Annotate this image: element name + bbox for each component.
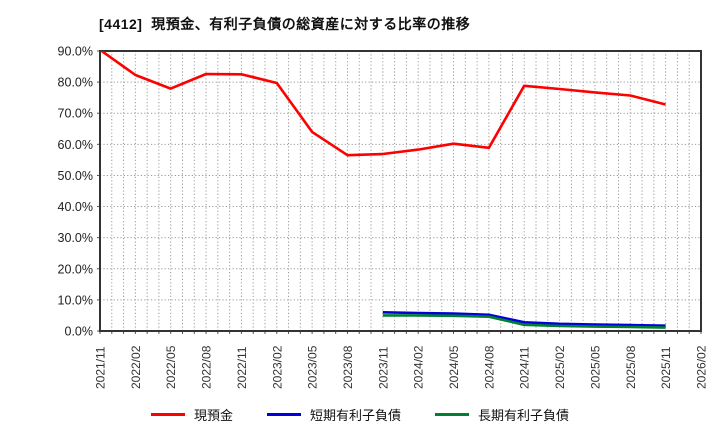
chart-title: [4412] 現預金、有利子負債の総資産に対する比率の推移 — [99, 16, 471, 32]
y-tick-label: 50.0% — [58, 169, 93, 183]
x-tick-label: 2022/11 — [235, 346, 249, 389]
legend-label-long_term_debt: 長期有利子負債 — [478, 408, 570, 423]
x-tick-label: 2023/05 — [306, 345, 320, 389]
plot-border — [99, 50, 702, 332]
x-tick-label: 2025/02 — [553, 345, 567, 389]
x-tick-label: 2022/02 — [129, 345, 143, 389]
x-tick-label: 2025/05 — [588, 345, 602, 389]
y-tick-label: 0.0% — [65, 325, 94, 339]
x-tick-label: 2024/02 — [412, 345, 426, 389]
x-tick-label: 2023/11 — [376, 346, 390, 389]
y-tick-label: 30.0% — [58, 231, 93, 245]
x-tick-label: 2025/11 — [659, 346, 673, 389]
legend-label-short_term_debt: 短期有利子負債 — [309, 408, 401, 423]
y-tick-label: 90.0% — [58, 45, 93, 59]
y-tick-label: 80.0% — [58, 76, 93, 90]
x-tick-label: 2024/11 — [518, 346, 532, 389]
x-tick-label: 2022/08 — [200, 345, 214, 389]
legend-item-long_term_debt: 長期有利子負債 — [435, 405, 569, 424]
series-line-short_term_debt — [382, 311, 666, 327]
legend-swatch-short_term_debt — [266, 413, 301, 416]
x-tick-label: 2023/08 — [341, 345, 355, 389]
legend-label-cash: 現預金 — [193, 408, 233, 423]
x-tick-label: 2022/05 — [164, 345, 178, 389]
series-line-long_term_debt — [382, 314, 666, 329]
x-tick-label: 2023/02 — [270, 345, 284, 389]
y-tick-label: 40.0% — [58, 200, 93, 214]
series-line-cash — [100, 51, 666, 157]
y-tick-label: 10.0% — [58, 293, 93, 307]
x-tick-label: 2024/05 — [447, 345, 461, 389]
legend-item-short_term_debt: 短期有利子負債 — [266, 405, 401, 424]
y-tick-label: 20.0% — [58, 262, 93, 276]
legend: 現預金 短期有利子負債 長期有利子負債 — [0, 405, 720, 424]
y-tick-label: 70.0% — [58, 107, 93, 121]
legend-swatch-long_term_debt — [435, 413, 469, 416]
x-tick-label: 2025/08 — [624, 345, 638, 389]
x-tick-label: 2021/11 — [94, 346, 108, 389]
legend-item-cash: 現預金 — [150, 405, 233, 424]
legend-swatch-cash — [150, 413, 185, 416]
x-tick-label: 2026/02 — [695, 345, 709, 389]
x-tick-label: 2024/08 — [482, 345, 496, 389]
y-tick-label: 60.0% — [58, 138, 93, 152]
